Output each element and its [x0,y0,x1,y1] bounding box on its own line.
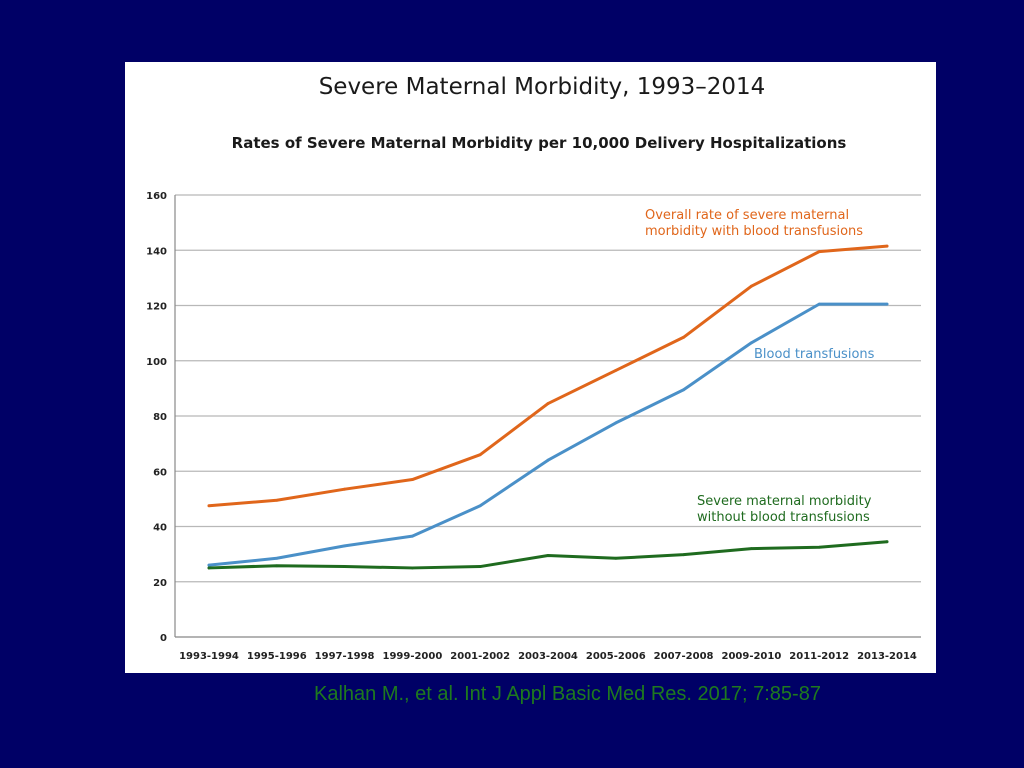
data-point-overall [275,498,279,502]
y-tick-label: 40 [153,523,167,534]
data-point-without [817,545,821,549]
data-point-blood [546,458,550,462]
x-tick-label: 2001-2002 [450,651,510,662]
data-point-overall [750,284,753,288]
data-point-blood [275,556,279,560]
data-point-overall [817,250,821,254]
series-label-without: Severe maternal morbidity [697,494,872,509]
data-point-without [411,566,414,570]
data-point-without [750,547,753,550]
grid-layer [174,194,921,638]
data-point-blood [411,534,414,538]
x-tick-label: 2005-2006 [586,651,646,662]
y-tick-label: 100 [146,357,167,368]
y-tick-label: 140 [146,246,167,257]
x-axis-ticks: 1993-1994 1995-1996 1997-1998 1999-2000 2001… [179,651,917,662]
series-label-overall: Overall rate of severe maternal [645,208,849,223]
chart-title: Severe Maternal Morbidity, 1993–2014 [319,74,766,100]
data-point-overall [885,244,889,248]
data-point-overall [546,402,550,405]
data-point-overall [682,335,685,339]
y-tick-label: 80 [153,412,167,423]
series-label-without: without blood transfusions [697,510,870,525]
data-point-without [614,556,618,560]
data-point-blood [478,504,482,508]
data-point-blood [750,341,753,345]
data-point-blood [343,544,346,548]
series-label-blood: Blood transfusions [754,347,875,362]
data-point-without [546,554,550,557]
x-tick-label: 2009-2010 [721,651,781,662]
data-point-blood [614,421,618,425]
x-tick-label: 2003-2004 [518,651,578,662]
citation-text: Kalhan M., et al. Int J Appl Basic Med R… [314,683,821,705]
chart-subtitle: Rates of Severe Maternal Morbidity per 1… [232,134,847,152]
series-layer [207,244,889,570]
data-point-overall [207,504,211,508]
data-point-blood [207,563,211,567]
y-axis-ticks: 0 20 40 60 80 100 120 140 160 [146,191,167,644]
y-tick-label: 20 [153,578,167,589]
data-point-without [478,565,482,568]
data-point-overall [614,369,618,372]
data-point-without [885,540,889,544]
data-point-overall [411,478,414,481]
data-point-without [275,564,279,568]
x-tick-label: 2011-2012 [789,651,849,662]
chart-panel: Severe Maternal Morbidity, 1993–2014 Rat… [125,62,936,673]
data-point-without [343,565,346,568]
data-point-without [207,566,211,570]
data-point-blood [817,302,821,306]
data-point-overall [478,453,482,457]
data-point-blood [885,302,889,306]
y-tick-label: 160 [146,191,167,202]
data-point-without [682,553,685,557]
data-point-blood [682,388,685,392]
x-tick-label: 2013-2014 [857,651,917,662]
y-tick-label: 60 [153,467,167,478]
series-labels: Overall rate of severe maternalmorbidity… [645,208,875,525]
x-tick-label: 1999-2000 [382,651,442,662]
x-tick-label: 1995-1996 [247,651,307,662]
x-tick-label: 1997-1998 [315,651,375,662]
series-line-overall [207,244,889,508]
data-point-overall [343,487,346,491]
x-tick-label: 1993-1994 [179,651,239,662]
y-tick-label: 0 [160,633,167,644]
x-tick-label: 2007-2008 [654,651,714,662]
y-tick-label: 120 [146,302,167,313]
line-chart: Severe Maternal Morbidity, 1993–2014 Rat… [146,74,921,662]
series-label-overall: morbidity with blood transfusions [645,224,863,239]
